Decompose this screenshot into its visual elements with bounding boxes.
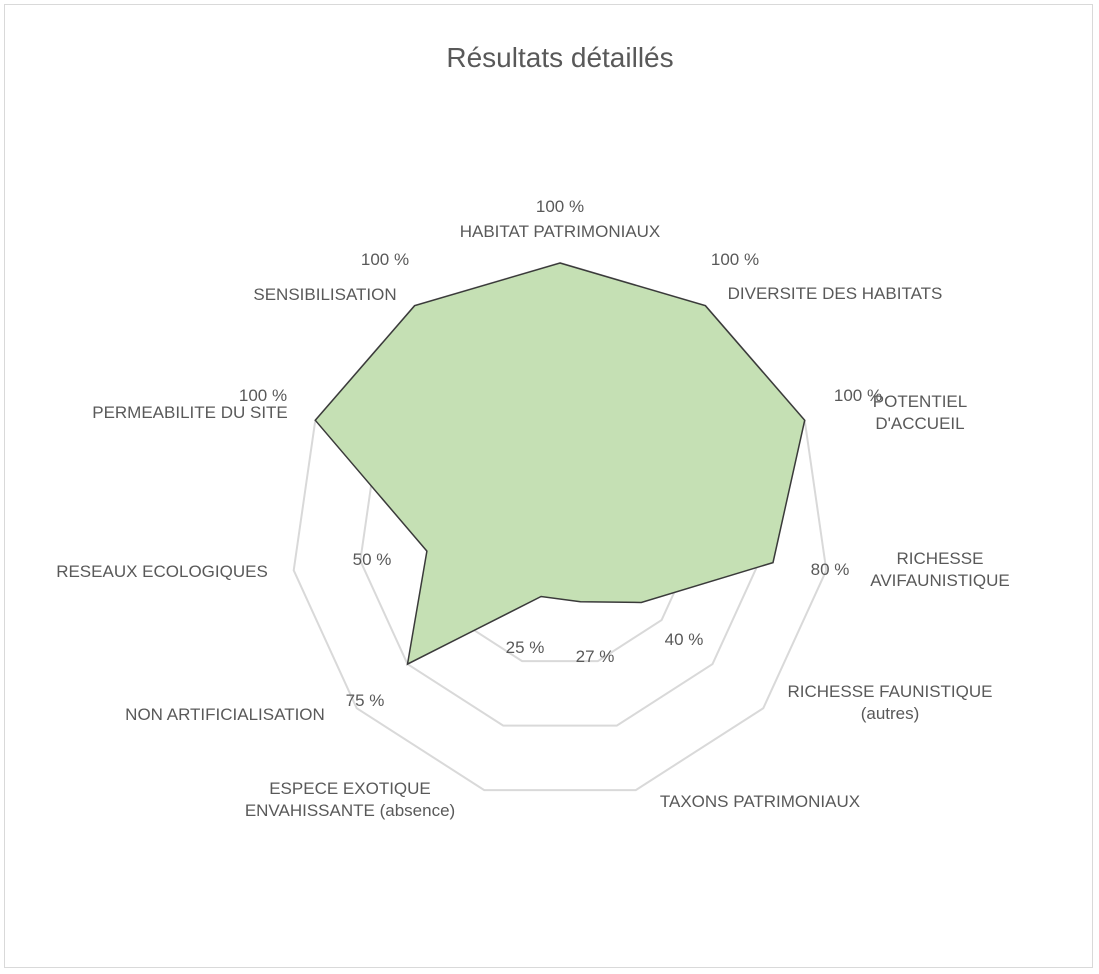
category-label: PERMEABILITE DU SITE: [92, 402, 288, 422]
data-label: 100 %: [360, 249, 410, 269]
data-label: 100 %: [238, 385, 288, 405]
data-label: 100 %: [833, 385, 883, 405]
category-label: NON ARTIFICIALISATION: [125, 704, 325, 724]
category-label: TAXONS PATRIMONIAUX: [659, 791, 861, 811]
data-label: 50 %: [352, 549, 392, 569]
category-label: RICHESSE FAUNISTIQUE (autres): [787, 681, 993, 723]
category-label: RESEAUX ECOLOGIQUES: [56, 561, 268, 581]
category-label: ESPECE EXOTIQUE ENVAHISSANTE (absence): [244, 778, 456, 820]
data-label: 40 %: [664, 629, 704, 649]
data-label: 25 %: [505, 637, 545, 657]
category-label: POTENTIEL D'ACCUEIL: [872, 391, 968, 433]
category-label: RICHESSE AVIFAUNISTIQUE: [870, 548, 1010, 590]
data-label: 27 %: [575, 646, 615, 666]
data-label: 75 %: [345, 690, 385, 710]
chart-title: Résultats détaillés: [446, 42, 674, 73]
data-label: 100 %: [535, 196, 585, 216]
category-label: HABITAT PATRIMONIAUX: [459, 221, 661, 241]
category-label: DIVERSITE DES HABITATS: [727, 283, 943, 303]
category-label: SENSIBILISATION: [253, 284, 397, 304]
chart-frame: [4, 4, 1093, 968]
data-label: 80 %: [810, 559, 850, 579]
data-label: 100 %: [710, 249, 760, 269]
data-area: [314, 262, 806, 666]
